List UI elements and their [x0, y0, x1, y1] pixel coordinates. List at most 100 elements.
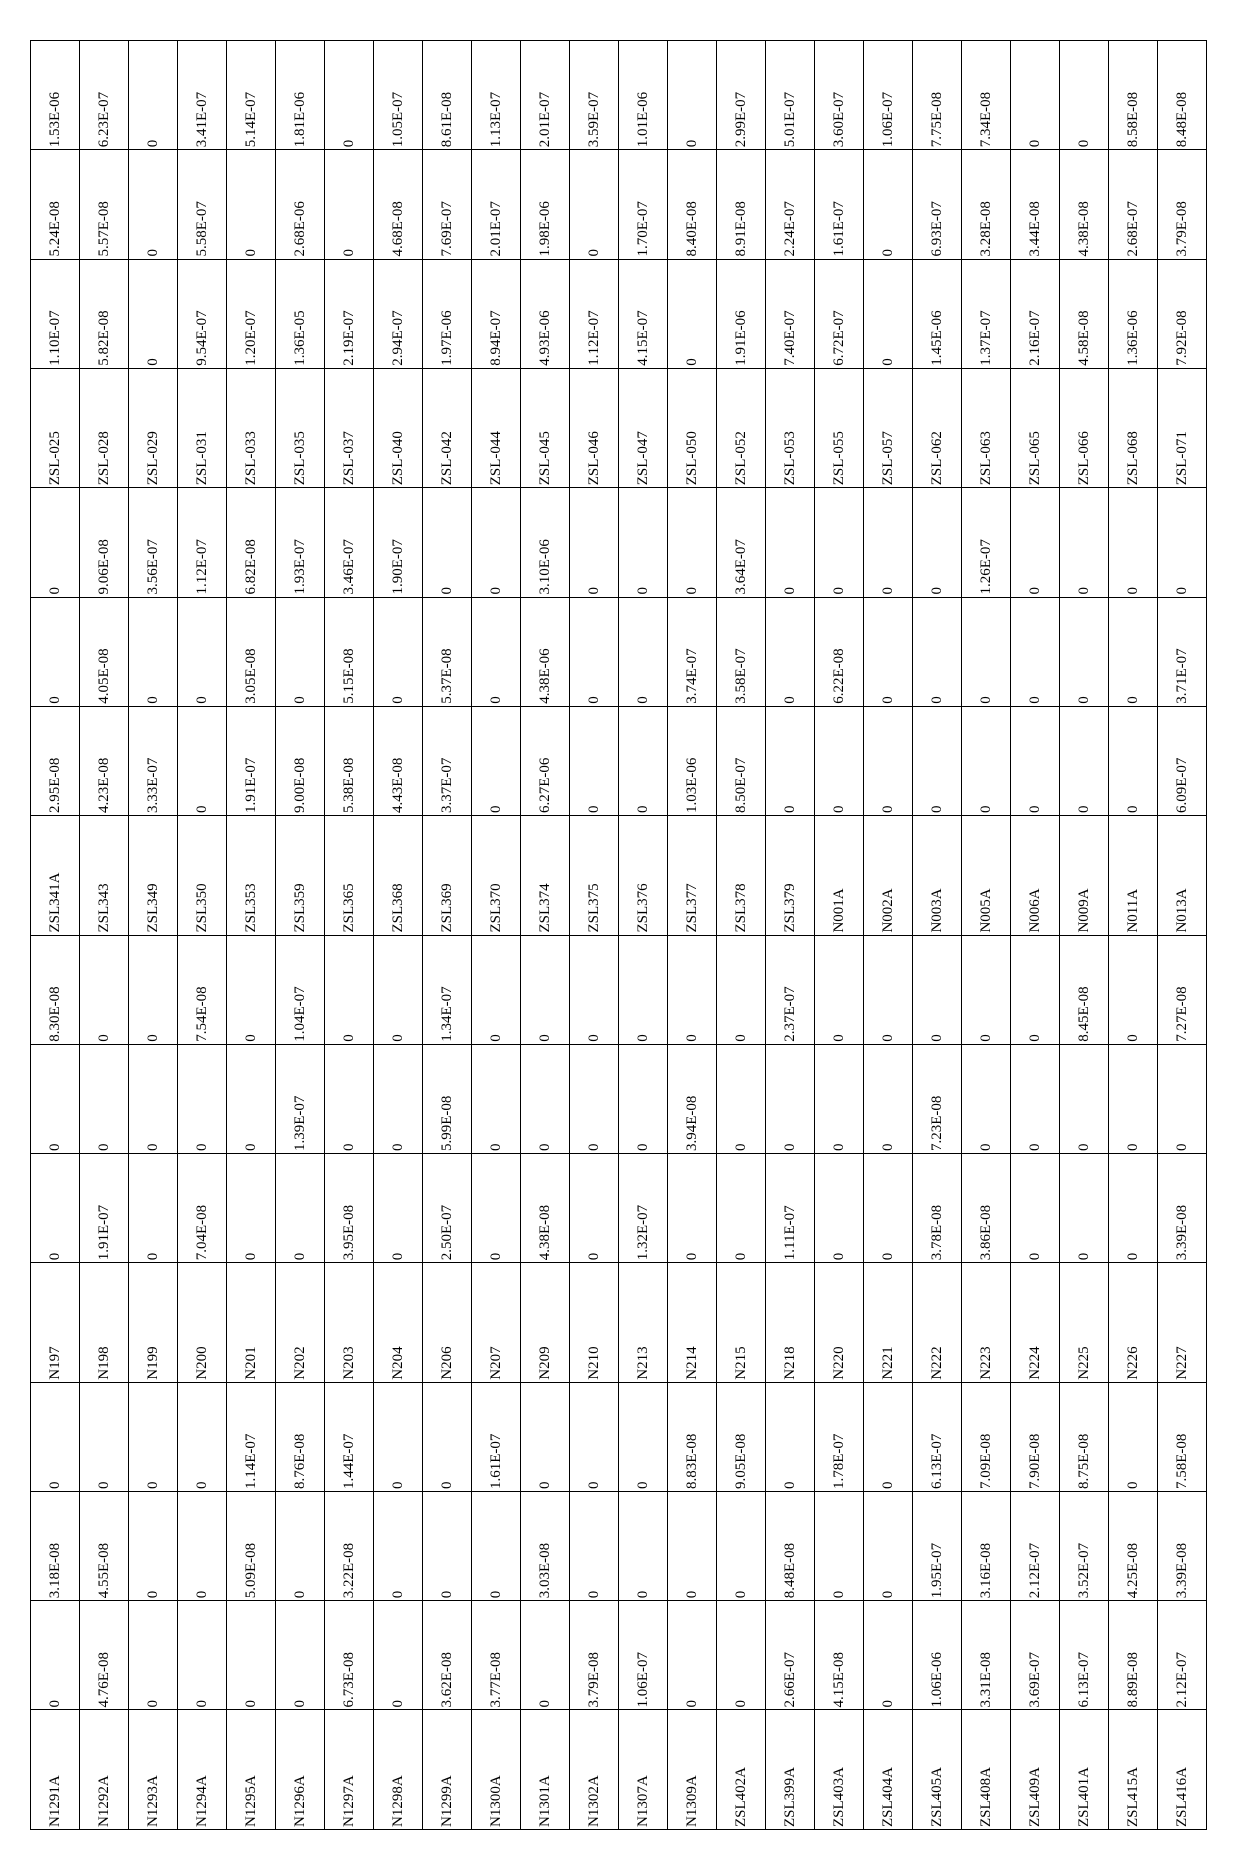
table-cell: N001A	[815, 816, 864, 936]
table-cell: N214	[668, 1263, 717, 1383]
table-cell: 5.82E-08	[80, 259, 129, 368]
table-cell: 8.91E-08	[717, 150, 766, 259]
table-row: ZSL399A2.66E-078.48E-080N2181.11E-0702.3…	[766, 41, 815, 1830]
table-cell: 0	[374, 597, 423, 706]
table-cell: 0	[1060, 488, 1109, 597]
table-cell: ZSL378	[717, 816, 766, 936]
table-cell: 0	[766, 488, 815, 597]
table-cell: 2.01E-07	[521, 41, 570, 150]
table-cell: 0	[668, 1492, 717, 1601]
table-cell: 8.50E-07	[717, 706, 766, 815]
table-cell: N1296A	[276, 1710, 325, 1830]
table-cell: 0	[815, 1492, 864, 1601]
table-cell: ZSL368	[374, 816, 423, 936]
table-cell: 0	[766, 597, 815, 706]
table-cell: 1.36E-05	[276, 259, 325, 368]
table-cell: N1298A	[374, 1710, 423, 1830]
table-cell: N1301A	[521, 1710, 570, 1830]
table-cell: 0	[864, 597, 913, 706]
table-cell: 1.04E-07	[276, 935, 325, 1044]
table-cell: ZSL375	[570, 816, 619, 936]
table-cell: N224	[1011, 1263, 1060, 1383]
table-cell: 0	[815, 706, 864, 815]
table-row: N1301A03.03E-080N2094.38E-0800ZSL3746.27…	[521, 41, 570, 1830]
table-cell: 0	[864, 1044, 913, 1153]
table-cell: 0	[1109, 1044, 1158, 1153]
table-cell: 1.11E-07	[766, 1154, 815, 1263]
table-cell: N1292A	[80, 1710, 129, 1830]
table-cell: 2.99E-07	[717, 41, 766, 150]
table-cell: 0	[31, 1601, 80, 1710]
table-row: N1300A3.77E-0801.61E-07N207000ZSL370000Z…	[472, 41, 521, 1830]
table-cell: 0	[129, 1601, 178, 1710]
table-cell: 4.05E-08	[80, 597, 129, 706]
table-cell: 0	[472, 706, 521, 815]
table-cell: N1295A	[227, 1710, 276, 1830]
table-cell: ZSL409A	[1011, 1710, 1060, 1830]
table-row: N1307A1.06E-0700N2131.32E-0700ZSL376000Z…	[619, 41, 668, 1830]
table-cell: N215	[717, 1263, 766, 1383]
table-cell: 0	[570, 1492, 619, 1601]
table-cell: 3.71E-07	[1158, 597, 1207, 706]
table-cell: 0	[129, 1044, 178, 1153]
table-cell: 0	[276, 1492, 325, 1601]
table-cell: 0	[619, 706, 668, 815]
table-row: ZSL405A1.06E-061.95E-076.13E-07N2223.78E…	[913, 41, 962, 1830]
table-cell: 1.95E-07	[913, 1492, 962, 1601]
table-cell: 7.27E-08	[1158, 935, 1207, 1044]
table-cell: 0	[31, 1382, 80, 1491]
table-cell: N220	[815, 1263, 864, 1383]
table-cell: 0	[1109, 488, 1158, 597]
table-cell: ZSL365	[325, 816, 374, 936]
table-cell: 0	[619, 1382, 668, 1491]
table-cell: N199	[129, 1263, 178, 1383]
table-cell: 0	[815, 935, 864, 1044]
table-cell: 0	[178, 1492, 227, 1601]
table-cell: 2.12E-07	[1011, 1492, 1060, 1601]
table-cell: N1294A	[178, 1710, 227, 1830]
table-cell: N1307A	[619, 1710, 668, 1830]
table-cell: 9.06E-08	[80, 488, 129, 597]
table-cell: 7.09E-08	[962, 1382, 1011, 1491]
table-cell: N206	[423, 1263, 472, 1383]
table-cell: ZSL403A	[815, 1710, 864, 1830]
table-cell: 0	[570, 935, 619, 1044]
table-cell: 0	[1011, 1044, 1060, 1153]
table-cell: 0	[374, 1601, 423, 1710]
table-cell: 0	[1011, 706, 1060, 815]
page-container: N1291A03.18E-080N197008.30E-08ZSL341A2.9…	[0, 0, 1240, 1870]
table-cell: ZSL-025	[31, 368, 80, 488]
table-cell: 1.20E-07	[227, 259, 276, 368]
table-cell: 1.32E-07	[619, 1154, 668, 1263]
table-cell: 4.58E-08	[1060, 259, 1109, 368]
table-cell: 0	[619, 1492, 668, 1601]
table-cell: 8.61E-08	[423, 41, 472, 150]
table-cell: 0	[129, 935, 178, 1044]
table-row: ZSL404A000N221000N002A000ZSL-057001.06E-…	[864, 41, 913, 1830]
table-cell: ZSL-055	[815, 368, 864, 488]
table-cell: 0	[423, 1492, 472, 1601]
table-cell: 0	[1109, 935, 1158, 1044]
table-cell: 1.61E-07	[472, 1382, 521, 1491]
table-cell: 0	[1011, 41, 1060, 150]
table-cell: 7.90E-08	[1011, 1382, 1060, 1491]
table-cell: ZSL-029	[129, 368, 178, 488]
table-cell: 1.98E-06	[521, 150, 570, 259]
table-cell: 0	[864, 935, 913, 1044]
table-cell: 3.59E-07	[570, 41, 619, 150]
table-cell: ZSL-047	[619, 368, 668, 488]
table-cell: 1.06E-07	[864, 41, 913, 150]
table-cell: 0	[374, 1044, 423, 1153]
table-cell: 0	[815, 488, 864, 597]
table-cell: 5.09E-08	[227, 1492, 276, 1601]
table-cell: 0	[472, 488, 521, 597]
table-cell: 3.28E-08	[962, 150, 1011, 259]
table-cell: ZSL-053	[766, 368, 815, 488]
table-cell: N226	[1109, 1263, 1158, 1383]
table-cell: ZSL341A	[31, 816, 80, 936]
table-cell: 1.12E-07	[570, 259, 619, 368]
table-cell: 4.68E-08	[374, 150, 423, 259]
table-cell: 0	[668, 259, 717, 368]
table-cell: 3.05E-08	[227, 597, 276, 706]
table-cell: 4.38E-06	[521, 597, 570, 706]
